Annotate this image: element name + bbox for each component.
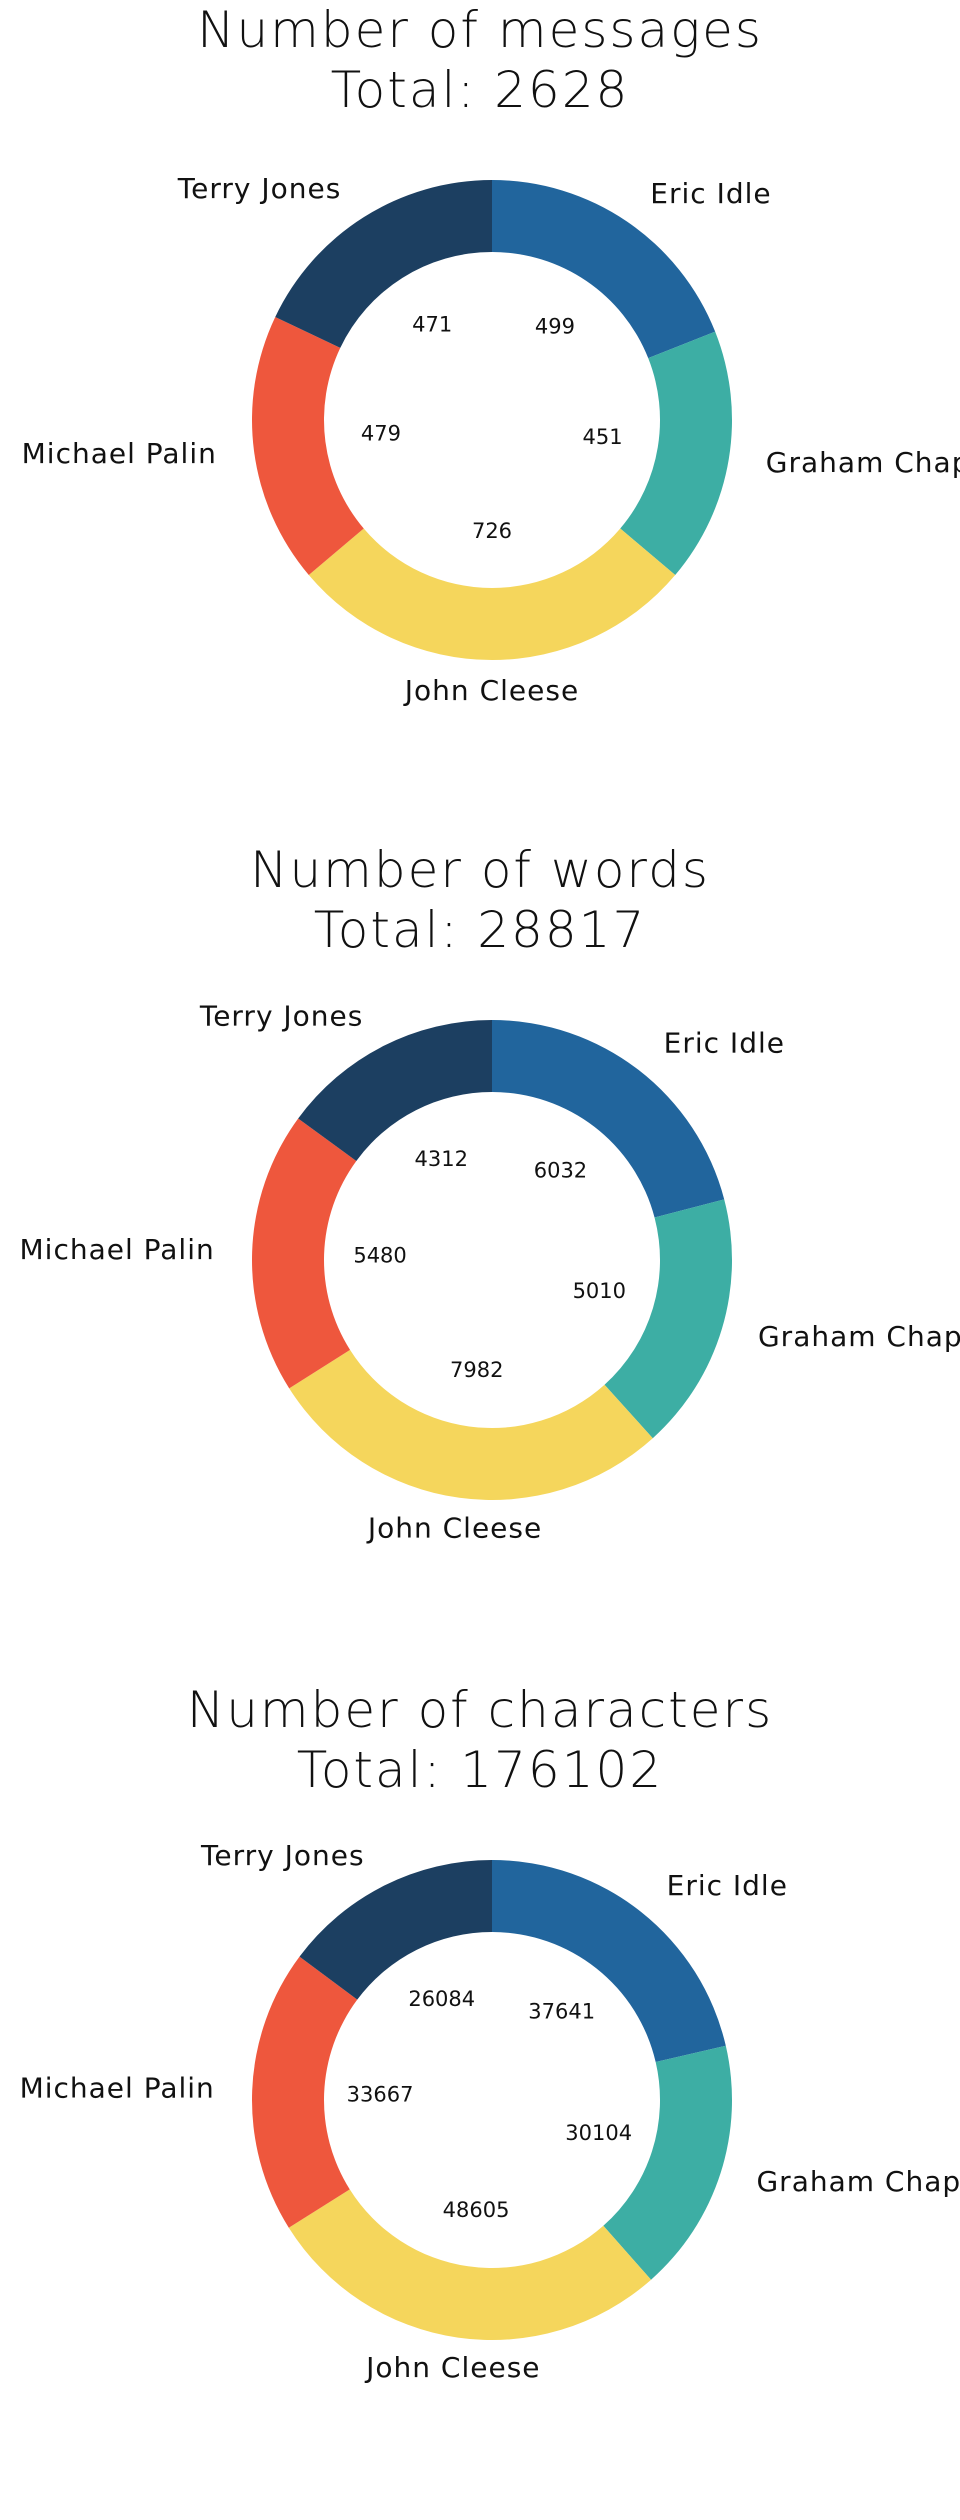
- slice-eric-idle: [492, 1020, 725, 1218]
- slice-john-cleese: [288, 2189, 652, 2340]
- value-label-graham-chapman: 5010: [573, 1279, 626, 1303]
- category-label-terry-jones: Terry Jones: [199, 1000, 364, 1033]
- category-label-john-cleese: John Cleese: [366, 1511, 542, 1544]
- slice-graham-chapman: [604, 1199, 732, 1439]
- value-label-terry-jones: 4312: [415, 1147, 468, 1171]
- slice-michael-palin: [252, 1118, 357, 1389]
- category-label-eric-idle: Eric Idle: [667, 1869, 788, 1902]
- value-label-michael-palin: 479: [361, 421, 401, 445]
- slice-terry-jones: [275, 180, 492, 348]
- value-label-graham-chapman: 30104: [565, 2121, 632, 2145]
- slice-eric-idle: [492, 1860, 726, 2063]
- value-label-terry-jones: 471: [412, 312, 452, 336]
- value-label-eric-idle: 6032: [534, 1158, 587, 1182]
- slice-michael-palin: [252, 316, 364, 576]
- slice-graham-chapman: [603, 2045, 732, 2280]
- category-label-eric-idle: Eric Idle: [650, 177, 771, 210]
- slice-graham-chapman: [620, 331, 733, 576]
- donut-chart-words: 6032 Eric Idle 5010 Graham Chapm 7982 John Cl…: [20, 1000, 960, 1545]
- slice-john-cleese: [289, 1349, 653, 1500]
- value-label-michael-palin: 33667: [347, 2083, 414, 2107]
- value-label-john-cleese: 7982: [450, 1358, 503, 1382]
- category-label-michael-palin: Michael Palin: [20, 1233, 215, 1266]
- category-label-michael-palin: Michael Palin: [22, 437, 217, 470]
- chart-total: Total: 176102: [296, 1741, 664, 1799]
- chart-title: Number of messages: [197, 1, 763, 59]
- chart-panel-words: Number of words Total: 28817 6032 Eric Id…: [0, 840, 960, 1680]
- chart-total: Total: 28817: [313, 901, 647, 959]
- category-label-graham-chapman: Graham Chapm: [758, 1320, 960, 1353]
- slice-john-cleese: [308, 528, 676, 661]
- value-label-john-cleese: 726: [472, 519, 512, 543]
- value-label-john-cleese: 48605: [443, 2198, 510, 2222]
- chart-title: Number of characters: [186, 1681, 774, 1739]
- value-label-michael-palin: 5480: [353, 1243, 406, 1267]
- category-label-john-cleese: John Cleese: [403, 674, 579, 707]
- slice-michael-palin: [252, 1956, 358, 2228]
- value-label-eric-idle: 499: [535, 314, 575, 338]
- category-label-john-cleese: John Cleese: [364, 2351, 540, 2384]
- chart-panel-messages: Number of messages Total: 2628 499 Eric I…: [0, 0, 960, 840]
- category-label-graham-chapman: Graham Chapm: [766, 446, 960, 479]
- chart-total: Total: 2628: [330, 61, 630, 119]
- category-label-terry-jones: Terry Jones: [177, 172, 342, 205]
- chart-panel-characters: Number of characters Total: 176102 37641…: [0, 1680, 960, 2520]
- donut-chart-characters: 37641 Eric Idle 30104 Graham Chapma 48605 Joh…: [20, 1839, 960, 2384]
- donut-chart-messages: 499 Eric Idle 451 Graham Chapm 726 John Clees…: [22, 172, 960, 707]
- chart-title: Number of words: [250, 841, 710, 899]
- value-label-eric-idle: 37641: [528, 1999, 595, 2023]
- slice-eric-idle: [492, 180, 716, 359]
- category-label-eric-idle: Eric Idle: [664, 1027, 785, 1060]
- category-label-michael-palin: Michael Palin: [20, 2071, 215, 2104]
- value-label-graham-chapman: 451: [582, 425, 622, 449]
- slice-terry-jones: [299, 1860, 492, 2000]
- category-label-graham-chapman: Graham Chapma: [756, 2165, 960, 2198]
- value-label-terry-jones: 26084: [408, 1987, 475, 2011]
- slice-terry-jones: [298, 1020, 492, 1161]
- category-label-terry-jones: Terry Jones: [200, 1839, 365, 1872]
